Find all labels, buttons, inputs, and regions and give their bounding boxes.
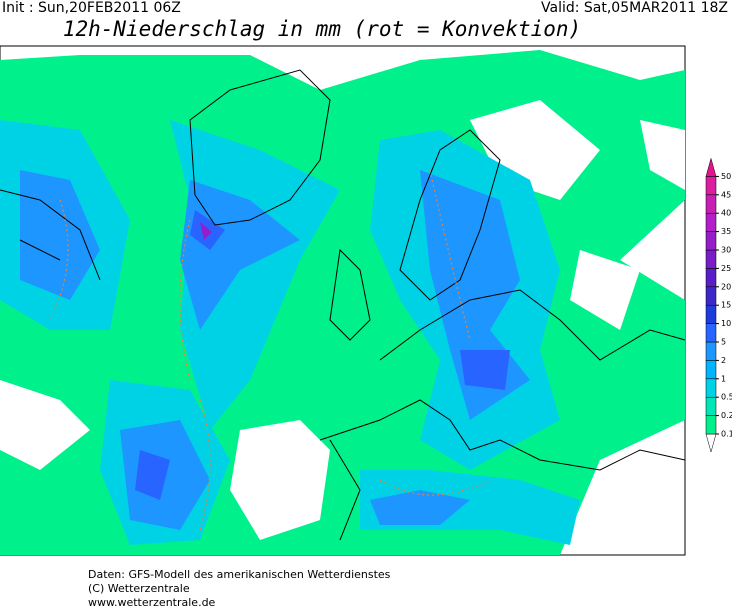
- colorbar-band: [705, 176, 717, 196]
- colorbar-band: [705, 396, 717, 416]
- colorbar-band: [705, 304, 717, 324]
- colorbar-label: 0.1: [721, 430, 732, 439]
- colorbar-label: 0.5: [721, 393, 732, 402]
- colorbar-band: [705, 360, 717, 380]
- colorbar-label: 35: [721, 227, 731, 236]
- colorbar-label: 10: [721, 319, 731, 328]
- colorbar-label: 25: [721, 264, 731, 273]
- colorbar-band: [705, 341, 717, 361]
- colorbar-label: 50: [721, 172, 731, 181]
- init-time: Init : Sun,20FEB2011 06Z: [2, 0, 181, 16]
- colorbar-band: [705, 231, 717, 251]
- colorbar-band: [705, 323, 717, 343]
- colorbar-band: [705, 249, 717, 269]
- precip-area: [20, 170, 530, 530]
- colorbar-label: 2: [721, 356, 726, 365]
- colorbar-label: 1: [721, 374, 726, 383]
- colorbar-label: 20: [721, 282, 731, 291]
- colorbar-label: 15: [721, 301, 731, 310]
- footer-line: (C) Wetterzentrale: [88, 582, 190, 595]
- precip-area: [200, 222, 212, 240]
- colorbar-label: 0.2: [721, 411, 732, 420]
- footer-line: Daten: GFS-Modell des amerikanischen Wet…: [88, 568, 391, 581]
- footer-line: www.wetterzentrale.de: [88, 596, 216, 607]
- valid-time: Valid: Sat,05MAR2011 18Z: [541, 0, 728, 16]
- map: [0, 45, 686, 556]
- colorbar-band: [705, 378, 717, 398]
- colorbar-band: [705, 268, 717, 288]
- colorbar-arrow: [705, 157, 717, 177]
- colorbar-band: [705, 415, 717, 435]
- colorbar-label: 30: [721, 246, 731, 255]
- colorbar-label: 40: [721, 209, 731, 218]
- colorbar-band: [705, 212, 717, 232]
- map-title: 12h-Niederschlag in mm (rot = Konvektion…: [63, 17, 581, 41]
- colorbar-band: [705, 286, 717, 306]
- colorbar-arrow: [705, 433, 717, 453]
- colorbar-label: 5: [721, 338, 726, 347]
- colorbar-band: [705, 194, 717, 214]
- colorbar-label: 45: [721, 190, 731, 199]
